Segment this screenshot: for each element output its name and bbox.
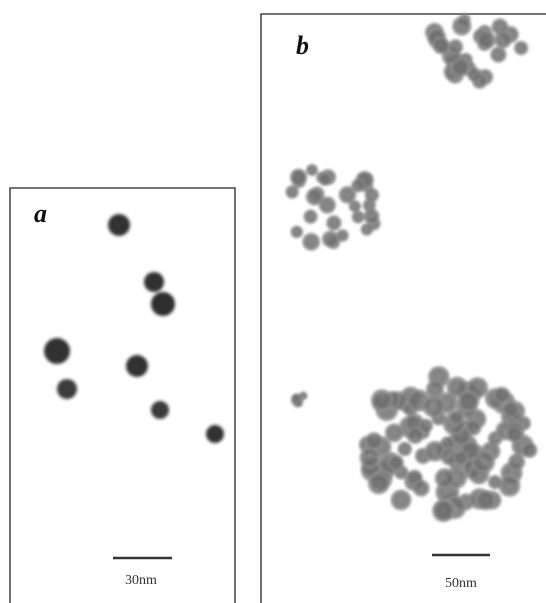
particle (370, 389, 393, 411)
particle (449, 410, 464, 425)
scale-label: 50nm (445, 576, 477, 591)
particle (318, 172, 332, 186)
particle (388, 454, 404, 471)
particle (448, 39, 464, 55)
particle (412, 479, 430, 497)
panel-label: b (296, 31, 309, 60)
panel-label: a (34, 199, 47, 228)
particle (384, 423, 404, 443)
particle (397, 441, 413, 457)
particle (493, 386, 511, 404)
panel-frame (260, 13, 546, 603)
particle (494, 31, 512, 49)
particle (326, 215, 342, 231)
particle (290, 225, 304, 239)
particle (303, 209, 318, 224)
particle (291, 393, 302, 404)
particle (302, 232, 321, 251)
particle (57, 379, 77, 399)
particle (424, 440, 446, 462)
particle (108, 214, 130, 236)
particle (452, 16, 472, 36)
particle (451, 57, 470, 77)
scale-label: 30nm (125, 573, 157, 588)
particle (498, 474, 521, 497)
particle (289, 168, 308, 187)
particle (434, 468, 455, 489)
particle (453, 450, 469, 465)
particle (285, 185, 300, 199)
particle (348, 200, 362, 213)
particle (365, 432, 383, 450)
particle (422, 395, 445, 418)
particle (457, 390, 480, 413)
particle (126, 355, 148, 377)
particle (521, 442, 538, 459)
particle (418, 418, 434, 434)
particle (513, 40, 529, 56)
particle (502, 401, 519, 418)
particle (351, 178, 366, 193)
particle (321, 230, 340, 248)
particle (144, 272, 164, 292)
particle (406, 426, 424, 444)
particle (359, 447, 381, 469)
particle (305, 188, 324, 206)
particle (151, 292, 175, 316)
particle (360, 223, 374, 236)
particle (318, 196, 336, 214)
particle (364, 187, 380, 203)
particle (305, 163, 319, 177)
particle (506, 425, 523, 443)
particle (475, 489, 496, 511)
particle (44, 338, 70, 364)
particle (336, 229, 349, 242)
particle (363, 208, 380, 225)
particle (507, 453, 526, 471)
particle (390, 489, 412, 511)
particle (490, 46, 507, 63)
particles (285, 13, 538, 523)
panel-frame (9, 187, 236, 603)
particle (477, 30, 496, 50)
particle (432, 499, 455, 523)
particle (206, 425, 224, 443)
particle (367, 472, 390, 495)
particle (467, 67, 483, 83)
particles (44, 214, 224, 443)
particle (487, 475, 503, 490)
particle (432, 36, 450, 55)
particle (351, 210, 365, 224)
particle (491, 18, 509, 36)
particle (425, 380, 445, 399)
particle (338, 185, 357, 204)
particle (151, 401, 169, 419)
